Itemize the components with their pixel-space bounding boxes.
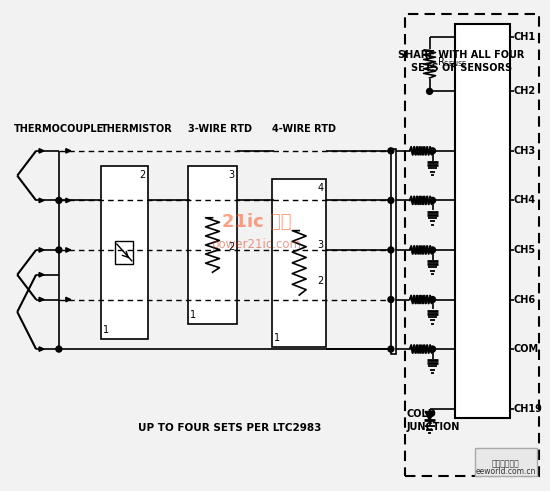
Text: CH6: CH6	[514, 295, 536, 304]
Bar	[391, 149, 396, 354]
Polygon shape	[39, 347, 44, 351]
Circle shape	[388, 247, 394, 253]
Text: R$_{\mathsf{SENSE}}$: R$_{\mathsf{SENSE}}$	[437, 55, 468, 69]
Text: 4-WIRE RTD: 4-WIRE RTD	[272, 124, 336, 134]
Text: COLD
JUNCTION: COLD JUNCTION	[407, 409, 460, 432]
Bar	[188, 165, 237, 324]
Text: 2: 2	[228, 242, 235, 252]
Text: SHARE WITH ALL FOUR
SETS OF SENSORS: SHARE WITH ALL FOUR SETS OF SENSORS	[398, 50, 525, 73]
Text: COM: COM	[514, 344, 539, 354]
Polygon shape	[66, 248, 71, 252]
Polygon shape	[39, 273, 44, 277]
Text: CH1: CH1	[514, 32, 536, 42]
Text: THERMOCOUPLE: THERMOCOUPLE	[14, 124, 104, 134]
Bar	[405, 14, 538, 476]
Polygon shape	[425, 411, 434, 420]
Polygon shape	[39, 248, 44, 252]
Text: 3: 3	[317, 240, 324, 250]
Text: CH3: CH3	[514, 146, 536, 156]
Bar	[475, 448, 537, 476]
Bar	[116, 241, 133, 264]
Text: power21ic.com: power21ic.com	[212, 238, 302, 250]
Text: CH5: CH5	[514, 245, 536, 255]
Text: 2: 2	[317, 275, 324, 286]
Circle shape	[430, 247, 436, 253]
Text: eeworld.com.cn: eeworld.com.cn	[476, 467, 536, 476]
Polygon shape	[66, 149, 71, 153]
Polygon shape	[39, 198, 44, 203]
Bar	[272, 179, 327, 347]
Text: 3-WIRE RTD: 3-WIRE RTD	[188, 124, 252, 134]
Text: 电子工程世界: 电子工程世界	[492, 460, 520, 468]
Text: 3: 3	[228, 170, 234, 180]
Circle shape	[430, 197, 436, 203]
Polygon shape	[66, 297, 71, 302]
Polygon shape	[66, 198, 71, 203]
Text: 21ic 电源: 21ic 电源	[222, 213, 292, 231]
Text: 1: 1	[190, 310, 196, 320]
Circle shape	[430, 297, 436, 302]
Circle shape	[56, 247, 62, 253]
Text: 4: 4	[317, 183, 324, 192]
Circle shape	[388, 346, 394, 352]
Circle shape	[430, 346, 436, 352]
Text: CH2: CH2	[514, 86, 536, 96]
Polygon shape	[39, 297, 44, 302]
Text: CH19: CH19	[514, 404, 543, 413]
Text: 2: 2	[139, 170, 145, 180]
Circle shape	[427, 88, 432, 94]
Bar	[455, 24, 510, 418]
Polygon shape	[39, 149, 44, 153]
Text: UP TO FOUR SETS PER LTC2983: UP TO FOUR SETS PER LTC2983	[138, 423, 321, 434]
Circle shape	[388, 297, 394, 302]
Circle shape	[430, 148, 436, 154]
Circle shape	[56, 197, 62, 203]
Text: 1: 1	[102, 325, 108, 335]
Circle shape	[388, 197, 394, 203]
Bar	[101, 165, 148, 339]
Text: CH4: CH4	[514, 195, 536, 205]
Text: THERMISTOR: THERMISTOR	[101, 124, 172, 134]
Text: 1: 1	[274, 333, 280, 343]
Circle shape	[388, 148, 394, 154]
Circle shape	[56, 346, 62, 352]
